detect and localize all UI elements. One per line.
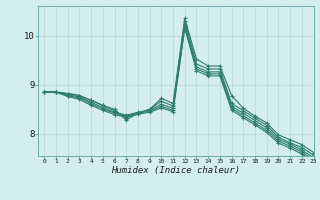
X-axis label: Humidex (Indice chaleur): Humidex (Indice chaleur) <box>111 166 241 175</box>
